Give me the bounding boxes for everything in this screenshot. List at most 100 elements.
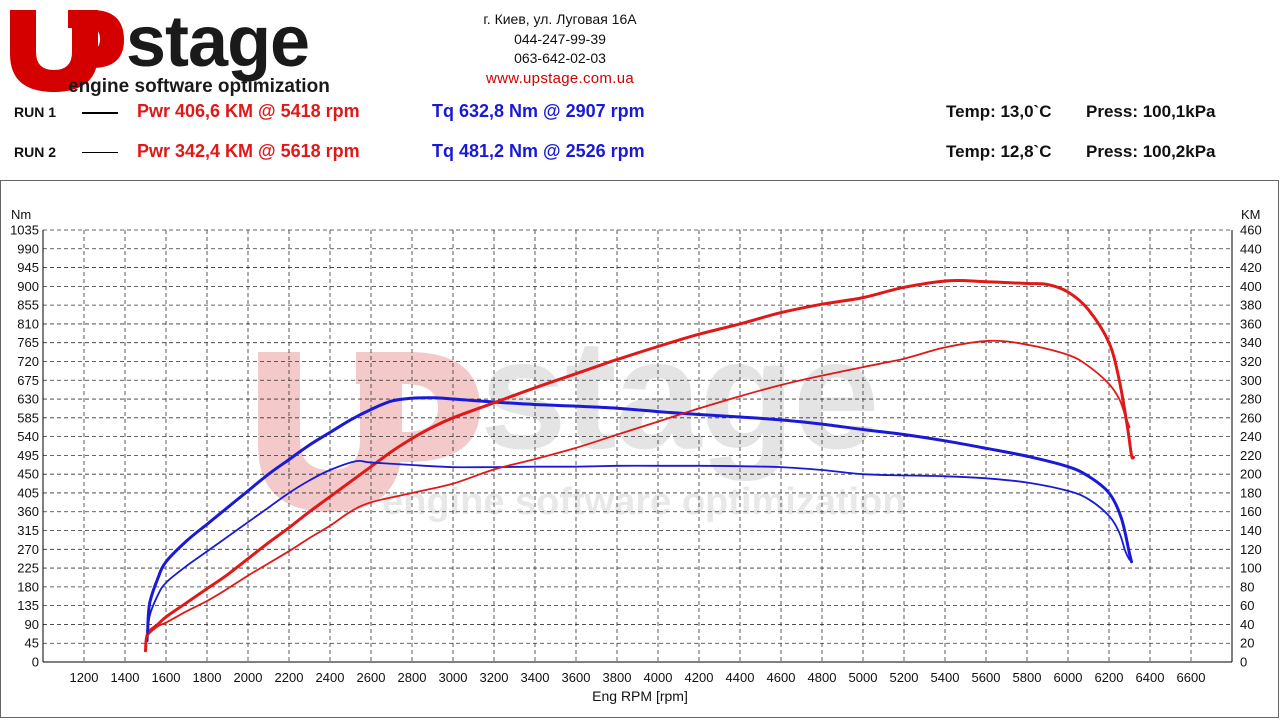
y-right-tick-label: 0 [1240,655,1247,670]
y-right-tick-label: 180 [1240,485,1262,500]
y-right-tick-label: 200 [1240,467,1262,482]
y-right-tick-label: 300 [1240,373,1262,388]
y-right-axis-unit: KM [1241,207,1261,222]
upstage-logo: stage engine software optimization [10,4,330,96]
y-right-tick-label: 120 [1240,542,1262,557]
run-1-power-line [144,278,1136,653]
y-left-tick-label: 450 [17,467,39,482]
y-left-tick-label: 585 [17,410,39,425]
y-left-tick-label: 990 [17,241,39,256]
run-2-power-line [144,339,1131,649]
logo-tagline: engine software optimization [68,76,330,96]
x-axis-label: Eng RPM [rpm] [592,688,688,704]
x-tick-label: 3200 [480,670,509,685]
website-link[interactable]: www.upstage.com.ua [486,69,634,87]
y-right-tick-label: 280 [1240,392,1262,407]
x-tick-label: 5400 [931,670,960,685]
y-left-tick-label: 945 [17,260,39,275]
run-1-power: Pwr 406,6 KM @ 5418 rpm [137,101,360,121]
y-right-tick-label: 360 [1240,316,1262,331]
y-right-tick-label: 80 [1240,579,1254,594]
y-left-tick-label: 360 [17,504,39,519]
x-tick-label: 5600 [972,670,1001,685]
y-right-tick-label: 400 [1240,279,1262,294]
x-tick-label: 3400 [521,670,550,685]
y-right-tick-label: 240 [1240,429,1262,444]
x-tick-label: 4000 [644,670,673,685]
x-tick-label: 2400 [316,670,345,685]
chart-axes: 0 0 45 20 90 40 135 60 180 80 225 100 270 120 315 140 36… [10,223,1262,686]
run-2-row: RUN 2 Pwr 342,4 KM @ 5618 rpm Tq 481,2 N… [0,140,1280,166]
x-tick-label: 3800 [603,670,632,685]
y-right-tick-label: 100 [1240,561,1262,576]
run-2-press: Press: 100,2kPa [1086,142,1216,161]
x-tick-label: 1400 [111,670,140,685]
phone-1: 044-247-99-39 [514,30,606,47]
x-tick-label: 4400 [726,670,755,685]
dyno-chart-frame [0,180,1279,718]
run-1-torque: Tq 632,8 Nm @ 2907 rpm [432,101,645,121]
y-left-tick-label: 720 [17,354,39,369]
x-tick-label: 4800 [808,670,837,685]
x-tick-label: 2200 [275,670,304,685]
x-tick-label: 5800 [1013,670,1042,685]
run-2-temp: Temp: 12,8`C [946,142,1052,161]
y-right-tick-label: 340 [1240,335,1262,350]
y-left-tick-label: 0 [32,655,39,670]
y-left-tick-label: 405 [17,485,39,500]
x-tick-label: 6600 [1177,670,1206,685]
y-left-tick-label: 810 [17,316,39,331]
x-tick-label: 3000 [439,670,468,685]
y-right-tick-label: 320 [1240,354,1262,369]
y-left-tick-label: 225 [17,561,39,576]
y-right-tick-label: 220 [1240,448,1262,463]
y-left-tick-label: 540 [17,429,39,444]
x-tick-label: 5200 [890,670,919,685]
y-left-tick-label: 900 [17,279,39,294]
run-2-power: Pwr 342,4 KM @ 5618 rpm [137,141,360,161]
run-1-press: Press: 100,1kPa [1086,102,1216,121]
chart-series [144,278,1136,653]
phone-2: 063-642-02-03 [514,50,606,66]
y-left-tick-label: 180 [17,579,39,594]
x-tick-label: 3600 [562,670,591,685]
y-left-tick-label: 45 [25,636,39,651]
chart-grid [43,229,1232,662]
dyno-chart: stage engine software optimization 0 0 45 2… [10,207,1262,704]
x-tick-label: 1200 [70,670,99,685]
y-left-axis-unit: Nm [11,207,31,222]
y-right-tick-label: 460 [1240,223,1262,238]
y-right-tick-label: 20 [1240,636,1254,651]
x-tick-label: 4200 [685,670,714,685]
run-2-torque: Tq 481,2 Nm @ 2526 rpm [432,141,645,161]
address-text: г. Киев, ул. Луговая 16А [483,11,637,27]
y-right-tick-label: 380 [1240,298,1262,313]
y-right-tick-label: 160 [1240,504,1262,519]
x-tick-label: 6400 [1136,670,1165,685]
y-left-tick-label: 135 [17,598,39,613]
y-left-tick-label: 855 [17,298,39,313]
watermark-tagline: engine software optimization [382,481,906,523]
x-tick-label: 1600 [152,670,181,685]
y-left-tick-label: 90 [25,617,39,632]
y-right-tick-label: 60 [1240,598,1254,613]
run-1-row: RUN 1 Pwr 406,6 KM @ 5418 rpm Tq 632,8 N… [0,100,1280,126]
y-right-tick-label: 260 [1240,410,1262,425]
x-tick-label: 5000 [849,670,878,685]
run-1-label: RUN 1 [14,104,57,120]
x-tick-label: 2600 [357,670,386,685]
x-tick-label: 1800 [193,670,222,685]
logo-up-mark [10,10,124,92]
y-left-tick-label: 675 [17,373,39,388]
y-left-tick-label: 270 [17,542,39,557]
logo-brand-text: stage [126,4,309,82]
watermark-brand: stage [480,308,878,482]
x-tick-label: 6200 [1095,670,1124,685]
y-left-tick-label: 1035 [10,223,39,238]
y-left-tick-label: 765 [17,335,39,350]
x-tick-label: 2800 [398,670,427,685]
y-right-tick-label: 440 [1240,241,1262,256]
run-2-torque-line [146,459,1131,642]
run-2-label: RUN 2 [14,144,57,160]
y-right-tick-label: 140 [1240,523,1262,538]
